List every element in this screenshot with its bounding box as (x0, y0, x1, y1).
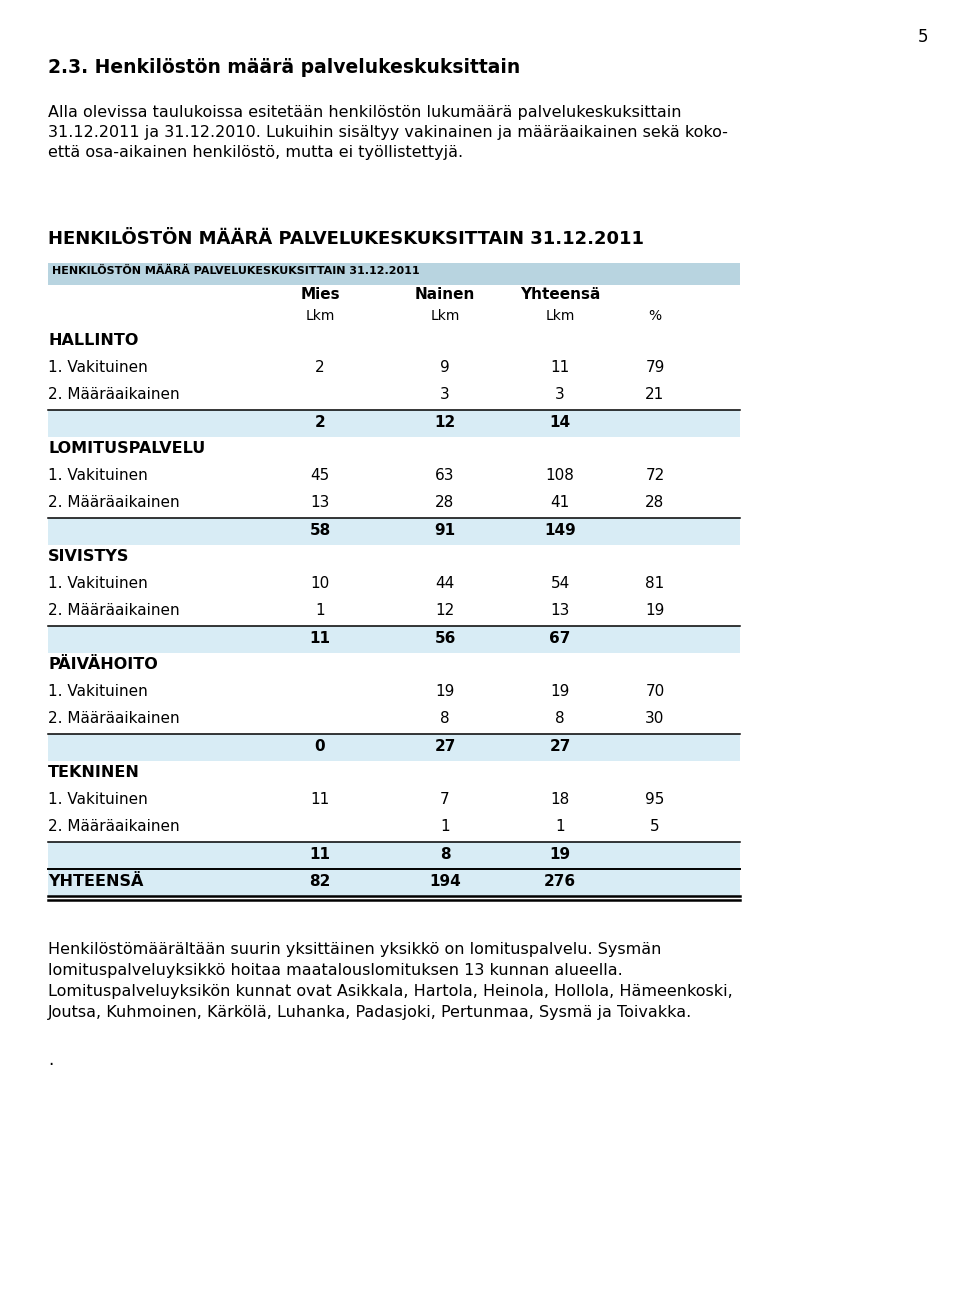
Text: TEKNINEN: TEKNINEN (48, 765, 140, 780)
Text: 18: 18 (550, 792, 569, 807)
Text: 95: 95 (645, 792, 664, 807)
Text: 31.12.2011 ja 31.12.2010. Lukuihin sisältyy vakinainen ja määräaikainen sekä kok: 31.12.2011 ja 31.12.2010. Lukuihin sisäl… (48, 126, 728, 140)
Text: 70: 70 (645, 685, 664, 699)
Text: 28: 28 (436, 496, 455, 510)
Text: 82: 82 (309, 873, 330, 889)
Text: HALLINTO: HALLINTO (48, 333, 138, 348)
Text: 194: 194 (429, 873, 461, 889)
Text: 0: 0 (315, 739, 325, 754)
Text: 45: 45 (310, 468, 329, 483)
Text: 81: 81 (645, 576, 664, 591)
Text: 2. Määräaikainen: 2. Määräaikainen (48, 387, 180, 402)
Text: 1: 1 (441, 819, 450, 835)
Text: Henkilöstömäärältään suurin yksittäinen yksikkö on lomituspalvelu. Sysmän: Henkilöstömäärältään suurin yksittäinen … (48, 942, 661, 958)
Text: YHTEENSÄ: YHTEENSÄ (48, 873, 143, 889)
Text: 28: 28 (645, 496, 664, 510)
Text: Yhteensä: Yhteensä (519, 287, 600, 302)
Text: 276: 276 (544, 873, 576, 889)
Text: 8: 8 (440, 848, 450, 862)
Text: 19: 19 (550, 685, 569, 699)
Text: 8: 8 (555, 710, 564, 726)
Text: Nainen: Nainen (415, 287, 475, 302)
Text: 1: 1 (555, 819, 564, 835)
Text: 11: 11 (550, 360, 569, 375)
Text: 149: 149 (544, 523, 576, 538)
Text: LOMITUSPALVELU: LOMITUSPALVELU (48, 441, 205, 455)
Text: Alla olevissa taulukoissa esitetään henkilöstön lukumäärä palvelukeskuksittain: Alla olevissa taulukoissa esitetään henk… (48, 105, 682, 120)
Text: 2. Määräaikainen: 2. Määräaikainen (48, 603, 180, 619)
Text: 44: 44 (436, 576, 455, 591)
Text: 27: 27 (434, 739, 456, 754)
Bar (48, 842, 740, 870)
Text: 21: 21 (645, 387, 664, 402)
Text: 11: 11 (309, 631, 330, 646)
Text: 56: 56 (434, 631, 456, 646)
Text: 63: 63 (435, 468, 455, 483)
Text: 30: 30 (645, 710, 664, 726)
Text: 2.3. Henkilöstön määrä palvelukeskuksittain: 2.3. Henkilöstön määrä palvelukeskuksitt… (48, 58, 520, 78)
Text: 91: 91 (435, 523, 456, 538)
Text: 2: 2 (315, 415, 325, 430)
Text: 79: 79 (645, 360, 664, 375)
Text: 2. Määräaikainen: 2. Määräaikainen (48, 819, 180, 835)
Text: 1. Vakituinen: 1. Vakituinen (48, 576, 148, 591)
Text: 27: 27 (549, 739, 570, 754)
Text: 3: 3 (555, 387, 564, 402)
Text: 9: 9 (440, 360, 450, 375)
Text: 1: 1 (315, 603, 324, 619)
Text: 2. Määräaikainen: 2. Määräaikainen (48, 496, 180, 510)
Text: 12: 12 (436, 603, 455, 619)
Text: 10: 10 (310, 576, 329, 591)
Text: 67: 67 (549, 631, 570, 646)
Bar (48, 626, 740, 653)
Bar (48, 870, 740, 895)
Text: 5: 5 (650, 819, 660, 835)
Text: 72: 72 (645, 468, 664, 483)
Bar (48, 263, 740, 285)
Text: 1. Vakituinen: 1. Vakituinen (48, 685, 148, 699)
Text: 13: 13 (310, 496, 329, 510)
Text: 11: 11 (309, 848, 330, 862)
Text: 3: 3 (440, 387, 450, 402)
Bar (48, 518, 740, 545)
Text: Lkm: Lkm (305, 309, 335, 324)
Text: SIVISTYS: SIVISTYS (48, 549, 130, 564)
Text: Lkm: Lkm (430, 309, 460, 324)
Text: 13: 13 (550, 603, 569, 619)
Text: 1. Vakituinen: 1. Vakituinen (48, 360, 148, 375)
Text: 19: 19 (549, 848, 570, 862)
Text: 41: 41 (550, 496, 569, 510)
Text: 54: 54 (550, 576, 569, 591)
Text: 2. Määräaikainen: 2. Määräaikainen (48, 710, 180, 726)
Text: PÄIVÄHOITO: PÄIVÄHOITO (48, 657, 157, 672)
Text: 1. Vakituinen: 1. Vakituinen (48, 468, 148, 483)
Text: 19: 19 (435, 685, 455, 699)
Text: %: % (648, 309, 661, 324)
Text: Lkm: Lkm (545, 309, 575, 324)
Text: 1. Vakituinen: 1. Vakituinen (48, 792, 148, 807)
Text: Mies: Mies (300, 287, 340, 302)
Text: 14: 14 (549, 415, 570, 430)
Text: 7: 7 (441, 792, 450, 807)
Text: 5: 5 (918, 28, 928, 47)
Text: Joutsa, Kuhmoinen, Kärkölä, Luhanka, Padasjoki, Pertunmaa, Sysmä ja Toivakka.: Joutsa, Kuhmoinen, Kärkölä, Luhanka, Pad… (48, 1005, 692, 1020)
Text: 58: 58 (309, 523, 330, 538)
Text: 12: 12 (434, 415, 456, 430)
Text: 11: 11 (310, 792, 329, 807)
Text: 2: 2 (315, 360, 324, 375)
Text: .: . (48, 1051, 53, 1069)
Text: että osa-aikainen henkilöstö, mutta ei työllistettyjä.: että osa-aikainen henkilöstö, mutta ei t… (48, 145, 463, 160)
Text: lomituspalveluyksikkö hoitaa maatalouslomituksen 13 kunnan alueella.: lomituspalveluyksikkö hoitaa maatalouslo… (48, 963, 623, 978)
Text: 19: 19 (645, 603, 664, 619)
Bar (48, 410, 740, 437)
Text: HENKILÖSTÖN MÄÄRÄ PALVELUKESKUKSITTAIN 31.12.2011: HENKILÖSTÖN MÄÄRÄ PALVELUKESKUKSITTAIN 3… (48, 230, 644, 248)
Bar (48, 734, 740, 761)
Text: Lomituspalveluyksikön kunnat ovat Asikkala, Hartola, Heinola, Hollola, Hämeenkos: Lomituspalveluyksikön kunnat ovat Asikka… (48, 983, 732, 999)
Text: HENKILÖSTÖN MÄÄRÄ PALVELUKESKUKSITTAIN 31.12.2011: HENKILÖSTÖN MÄÄRÄ PALVELUKESKUKSITTAIN 3… (52, 267, 420, 276)
Text: 8: 8 (441, 710, 450, 726)
Text: 108: 108 (545, 468, 574, 483)
